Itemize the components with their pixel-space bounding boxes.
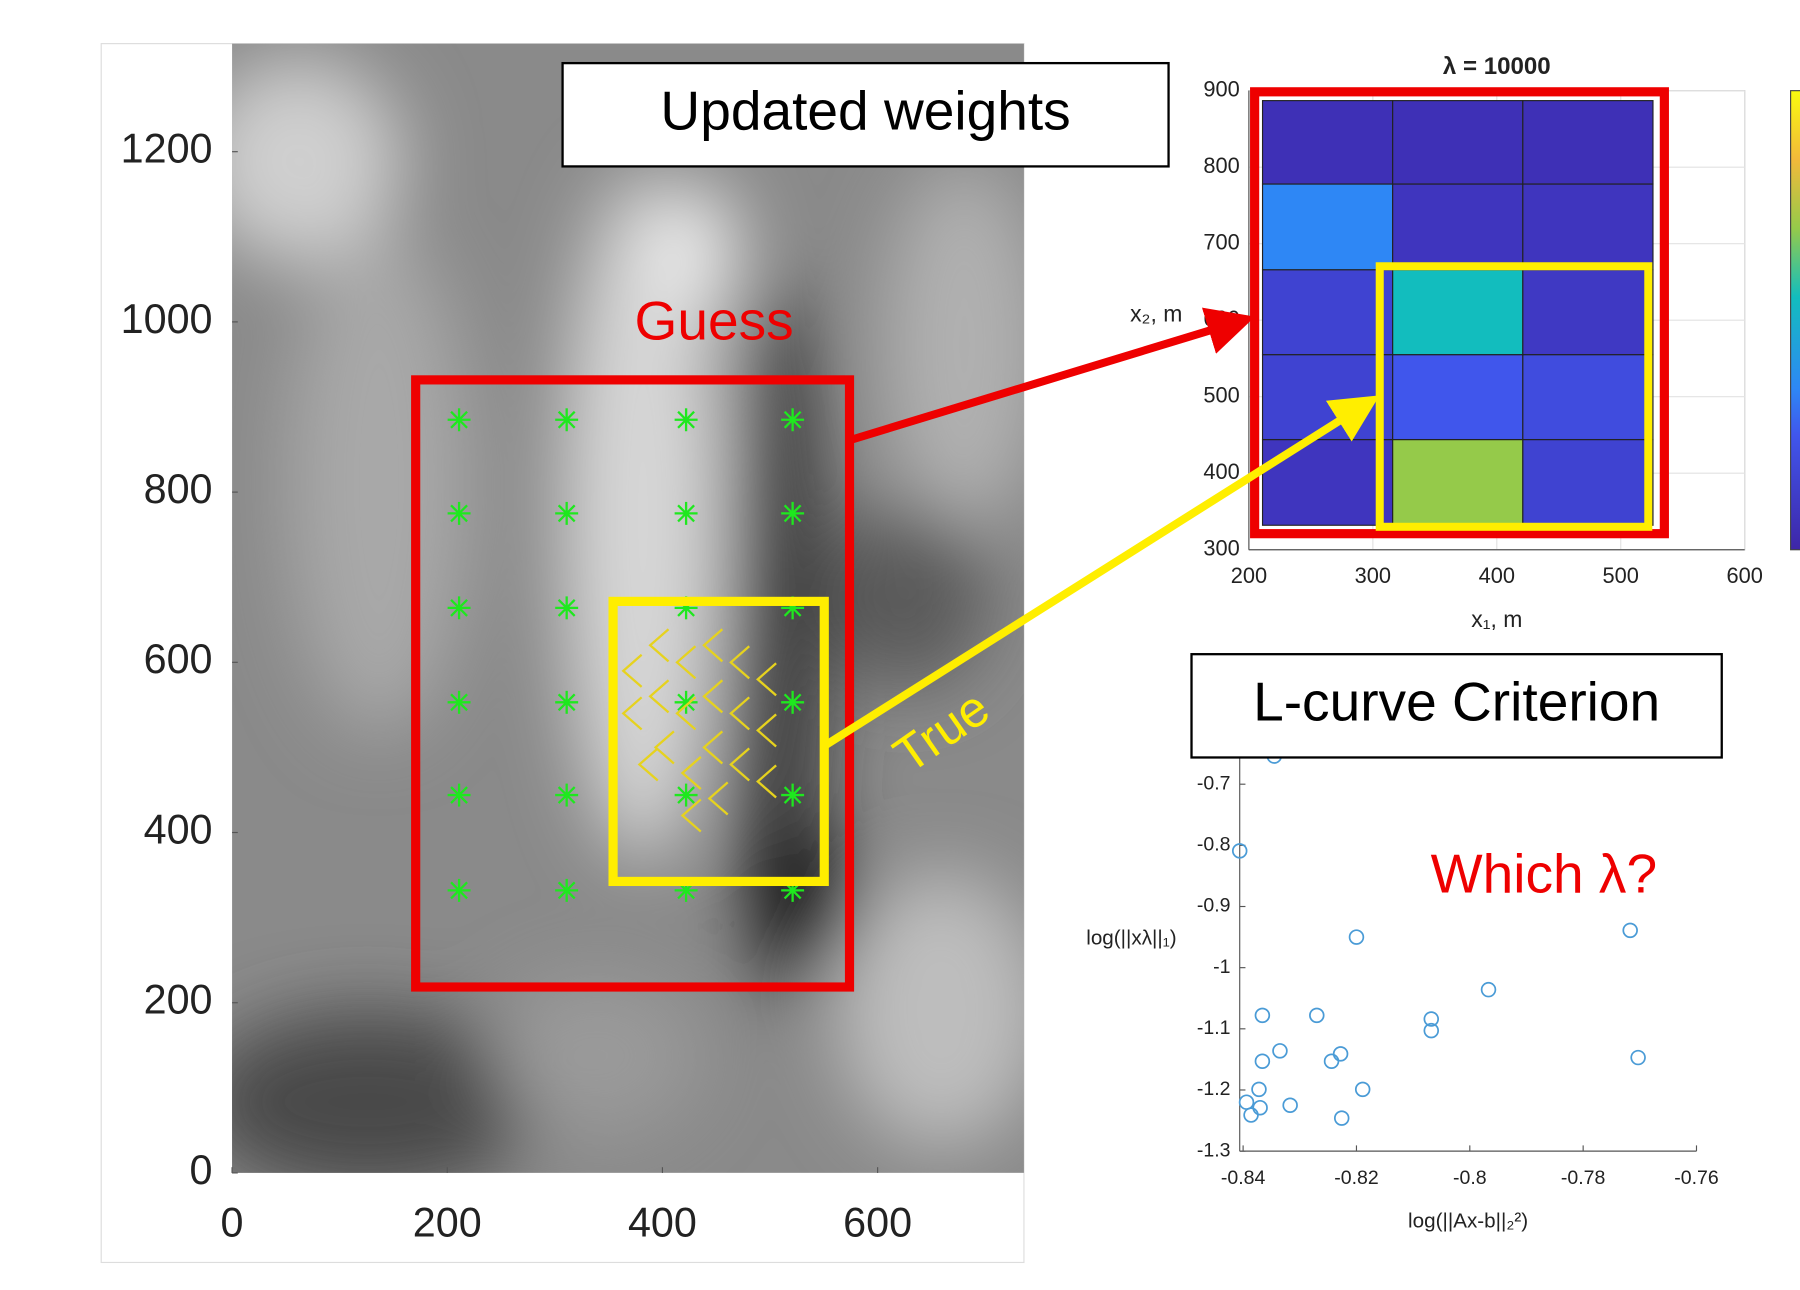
x-tick-label: 200 [1231,563,1267,588]
x-axis-label: log(||Ax-b||₂²) [1408,1210,1528,1233]
circle-marker [1310,1008,1324,1022]
asterisk-marker [781,502,804,525]
circle-marker [1255,1008,1269,1022]
l-curve-chart: -0.84 -0.82 -0.8 -0.78 -0.76 -1.3 -1.2 -1.1 -1 -0… [1086,723,1718,1233]
circle-marker [1334,1047,1348,1061]
asterisk-marker [781,691,804,714]
y-tick-label: -1 [1213,956,1230,978]
x-tick-label: -0.76 [1674,1167,1718,1189]
y-tick-label: 400 [144,806,213,852]
x-tick-label: 600 [843,1200,912,1246]
x-tick-label: 500 [1603,563,1639,588]
asterisk-marker [448,408,471,431]
heatmap-cell [1523,355,1653,440]
y-tick-label: -1.1 [1197,1017,1231,1039]
chart-title: λ = 10000 [1443,53,1551,80]
circle-marker [1240,1095,1254,1109]
asterisk-marker [555,784,578,807]
circle-marker [1252,1082,1266,1096]
y-tick-label: -1.3 [1197,1139,1231,1161]
asterisk-marker [675,691,698,714]
y-axis-label: log(||xλ||₁) [1086,926,1176,949]
circle-marker [1335,1111,1349,1125]
y-tick-label: -1.2 [1197,1078,1231,1100]
asterisk-marker [448,596,471,619]
circle-marker [1244,1108,1258,1122]
heatmap-cell [1523,440,1653,526]
x-tick-label: -0.84 [1221,1167,1266,1189]
y-tick-label: -0.7 [1197,772,1231,794]
x-axis-label: x₁, m [1471,606,1522,632]
y-tick-label: 700 [1203,229,1239,254]
updated-weights-label: Updated weights [660,79,1070,141]
y-tick-label: 1200 [121,126,213,172]
y-tick-label: 600 [144,636,213,682]
circle-marker [1350,930,1364,944]
heatmap-cell [1263,184,1393,270]
circle-marker [1623,923,1637,937]
circle-marker [1482,983,1496,997]
asterisk-marker [781,408,804,431]
y-tick-label: -0.8 [1197,834,1231,856]
x-tick-label: 300 [1355,563,1391,588]
heatmap-cell [1393,184,1523,270]
heatmap-cell [1393,270,1523,355]
circle-marker [1255,1054,1269,1068]
asterisk-marker [675,408,698,431]
asterisk-marker [448,784,471,807]
asterisk-marker [675,502,698,525]
x-tick-label: 0 [221,1200,244,1246]
y-tick-label: 200 [144,977,213,1023]
y-tick-label: 800 [1203,153,1239,178]
x-tick-label: 200 [413,1200,482,1246]
y-axis-label: x₂, m [1130,301,1182,327]
which-lambda-label: Which λ? [1431,843,1658,905]
heatmap-cell [1523,101,1653,184]
y-tick-label: 400 [1203,459,1239,484]
asterisk-marker [555,596,578,619]
circle-marker [1631,1051,1645,1065]
l-curve-label: L-curve Criterion [1253,670,1660,732]
y-tick-label: 900 [1203,76,1239,101]
heatmap-cell [1393,355,1523,440]
guess-label: Guess [634,289,793,351]
x-tick-label: 400 [1479,563,1515,588]
page: 0200400600020040060080010001200 Guess Tr… [0,0,1800,1290]
circle-marker [1325,1054,1339,1068]
y-tick-label: 500 [1203,382,1239,407]
heatmap-cell [1523,270,1653,355]
y-tick-label: 800 [144,466,213,512]
x-tick-label: -0.82 [1334,1167,1378,1189]
x-tick-label: 400 [628,1200,697,1246]
heatmap-cell [1263,270,1393,355]
x-tick-label: -0.8 [1453,1167,1487,1189]
terrain-map [195,44,1044,1194]
asterisk-marker [448,502,471,525]
y-tick-label: 0 [190,1147,213,1193]
colorbar [1791,91,1800,550]
y-tick-label: 300 [1203,536,1239,561]
y-tick-label: 1000 [121,296,213,342]
heatmap-cell [1393,101,1523,184]
heatmap-cell [1393,440,1523,526]
asterisk-marker [781,784,804,807]
x-tick-label: -0.78 [1561,1167,1605,1189]
asterisk-marker [555,691,578,714]
circle-marker [1356,1082,1370,1096]
asterisk-marker [555,408,578,431]
x-tick-label: 600 [1727,563,1763,588]
y-tick-label: -0.9 [1197,895,1231,917]
asterisk-marker [555,502,578,525]
asterisk-marker [448,691,471,714]
circle-marker [1283,1098,1297,1112]
circle-marker [1273,1044,1287,1058]
asterisk-marker [675,784,698,807]
heatmap-cell [1263,101,1393,184]
figure: 0200400600020040060080010001200 Guess Tr… [0,0,1800,1290]
circle-marker [1253,1101,1267,1115]
heatmap-cell [1523,184,1653,270]
